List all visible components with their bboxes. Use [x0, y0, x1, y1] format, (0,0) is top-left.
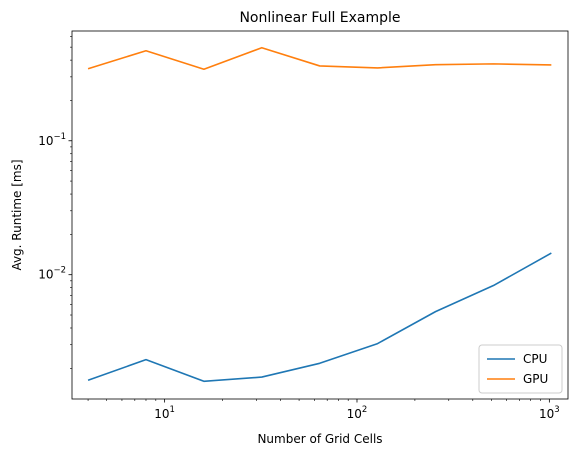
x-tick-label: 102 — [347, 405, 368, 421]
chart-title: Nonlinear Full Example — [239, 10, 400, 26]
series-lines — [87, 46, 552, 383]
legend-box — [478, 344, 563, 394]
series-line-gpu — [87, 46, 552, 71]
axes: 101 102 103 10−2 10−1 — [38, 30, 569, 421]
x-axis-label: Number of Grid Cells — [257, 432, 382, 446]
y-tick-label: 10−2 — [38, 266, 66, 282]
y-tick-label: 10−1 — [38, 132, 66, 148]
legend-label-gpu: GPU — [523, 372, 548, 386]
plot-frame — [71, 30, 569, 400]
x-tick-label: 103 — [539, 405, 560, 421]
x-tick-label: 101 — [154, 405, 175, 421]
legend-label-cpu: CPU — [523, 352, 547, 366]
y-axis-label: Avg. Runtime [ms] — [10, 159, 24, 270]
series-line-cpu — [87, 252, 552, 383]
legend: CPU GPU — [478, 344, 563, 394]
